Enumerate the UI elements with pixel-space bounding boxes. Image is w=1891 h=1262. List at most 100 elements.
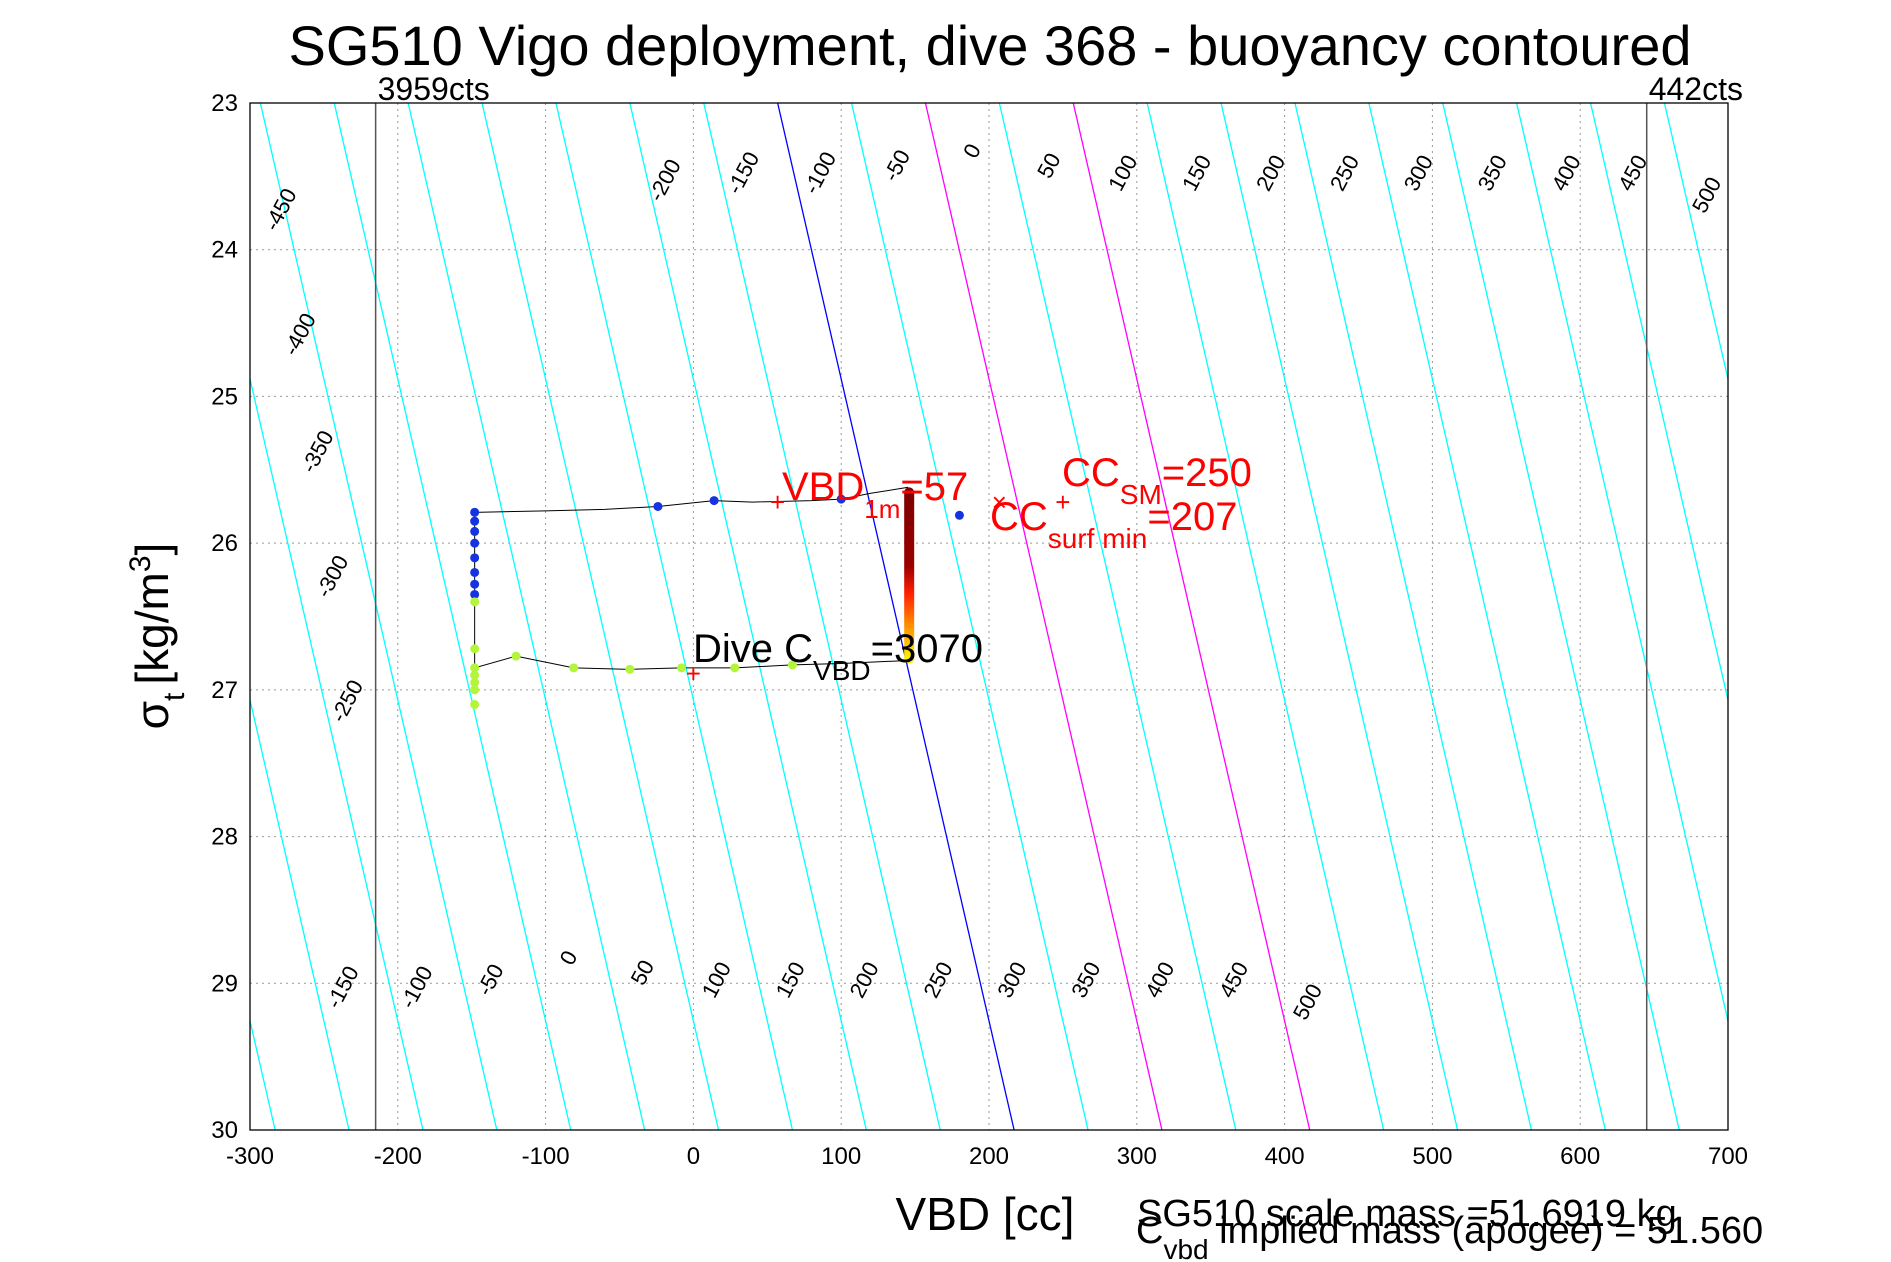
contour-label: 150 [771, 958, 810, 1002]
reference-markers: + + + × [686, 487, 1071, 689]
contour-label: 250 [918, 958, 957, 1002]
dive-point-green [470, 670, 480, 680]
contour-line [481, 103, 720, 1130]
dive-point-blue [470, 507, 480, 517]
dive-point-blue [709, 496, 719, 506]
contour-label: 250 [1325, 151, 1364, 195]
dive-point-blue [470, 567, 480, 577]
dive-point-green [787, 660, 797, 670]
contour-line [777, 103, 1015, 1130]
x-tick-label: -300 [226, 1143, 274, 1170]
y-tick-labels: 23 24 25 26 27 28 29 30 [211, 90, 238, 1144]
dive-point-green [625, 664, 635, 674]
marker-point: + [686, 659, 701, 689]
contour-line [333, 103, 572, 1130]
dive-point-green [730, 663, 740, 673]
dive-trace-line [474, 486, 909, 670]
contour-label: -250 [325, 676, 368, 727]
dive-point-green [470, 678, 480, 688]
chart-title: SG510 Vigo deployment, dive 368 - buoyan… [288, 14, 1691, 77]
x-tick-label: -100 [522, 1143, 570, 1170]
contour-label: 400 [1140, 958, 1179, 1002]
dive-point-green [511, 651, 521, 661]
contour-line [629, 103, 867, 1130]
y-tick-label: 27 [211, 677, 238, 704]
contour-label: -100 [395, 962, 438, 1013]
dive-c-vbd-label: Dive CVBD=3070 [693, 627, 983, 686]
contour-label: 500 [1687, 173, 1726, 217]
y-axis-label: σt[kg/m3] [124, 543, 191, 730]
dive-point-green [470, 700, 480, 710]
contour-line [250, 697, 350, 1130]
contour-label: -50 [878, 146, 915, 186]
contour-label: 500 [1288, 980, 1327, 1024]
dive-point-green [470, 685, 480, 695]
scale-mass-text: SG510 scale mass =51.6919 kg [1137, 1193, 1677, 1235]
x-tick-label: 100 [821, 1143, 861, 1170]
dive-point-blue [470, 516, 480, 526]
y-tick-label: 23 [211, 90, 238, 117]
contour-line [1516, 103, 1728, 1024]
dive-point-blue [653, 501, 663, 511]
dive-point-blue [470, 553, 480, 563]
contour-line [555, 103, 794, 1130]
marker-point: + [1055, 487, 1070, 517]
dive-point-blue [470, 538, 480, 548]
contour-label: 450 [1214, 958, 1253, 1002]
contour-line [1442, 103, 1680, 1130]
marker-point: + [770, 487, 785, 517]
contour-label: 200 [844, 958, 883, 1002]
x-tick-label: 300 [1117, 1143, 1157, 1170]
dive-trace [470, 486, 964, 710]
contour-line [1368, 103, 1606, 1130]
plot-frame [249, 102, 1729, 1131]
contour-line [850, 103, 1089, 1130]
x-tick-label: 0 [687, 1143, 700, 1170]
contour-label: 350 [1473, 151, 1512, 195]
contour-line [259, 103, 498, 1130]
contour-line [1072, 103, 1311, 1130]
contour-label: -50 [472, 960, 509, 1000]
contour-label: -400 [278, 309, 321, 360]
grid-lines [249, 102, 1729, 1131]
contour-label: 150 [1177, 151, 1216, 195]
marker-point: × [992, 487, 1007, 517]
contour-line [703, 103, 941, 1130]
contour-label: -150 [722, 148, 765, 199]
contour-line [407, 103, 646, 1130]
vbd-1m-label: VBD1m=57 [782, 465, 968, 524]
y-tick-label: 26 [211, 530, 238, 557]
vbd-limit-lines: 3959cts 442cts [374, 71, 1743, 1130]
contour-label: 0 [555, 946, 583, 969]
contour-line [1220, 103, 1459, 1130]
y-tick-label: 25 [211, 383, 238, 410]
dive-point-blue [470, 526, 480, 536]
y-tick-label: 24 [211, 237, 238, 264]
contour-line [924, 103, 1163, 1130]
contour-label: -150 [321, 962, 364, 1013]
vbd-limit-label: 3959cts [378, 71, 490, 107]
x-tick-labels: -300 -200 -100 0 100 200 300 400 500 600 700 [226, 1143, 1748, 1170]
dive-point-blue [470, 579, 480, 589]
y-tick-label: 30 [211, 1117, 238, 1144]
dive-point-blue [470, 589, 480, 599]
x-tick-label: 400 [1265, 1143, 1305, 1170]
dive-point-blue [954, 510, 964, 520]
contour-line [1294, 103, 1533, 1130]
contour-label: 100 [697, 958, 736, 1002]
surface-points-column [904, 487, 915, 664]
contour-label: 50 [1032, 149, 1066, 182]
contour-line [1146, 103, 1385, 1130]
cc-sm-label: CCSM=250 [1062, 451, 1252, 510]
dive-point-green [569, 663, 579, 673]
x-tick-label: 500 [1412, 1143, 1452, 1170]
x-tick-label: -200 [374, 1143, 422, 1170]
dive-point-green [677, 663, 687, 673]
x-tick-label: 200 [969, 1143, 1009, 1170]
contour-label: -350 [296, 426, 339, 477]
buoyancy-contours [250, 103, 1728, 1130]
y-tick-label: 29 [211, 970, 238, 997]
contour-line [1589, 103, 1728, 703]
vbd-limit-label: 442cts [1649, 71, 1743, 107]
